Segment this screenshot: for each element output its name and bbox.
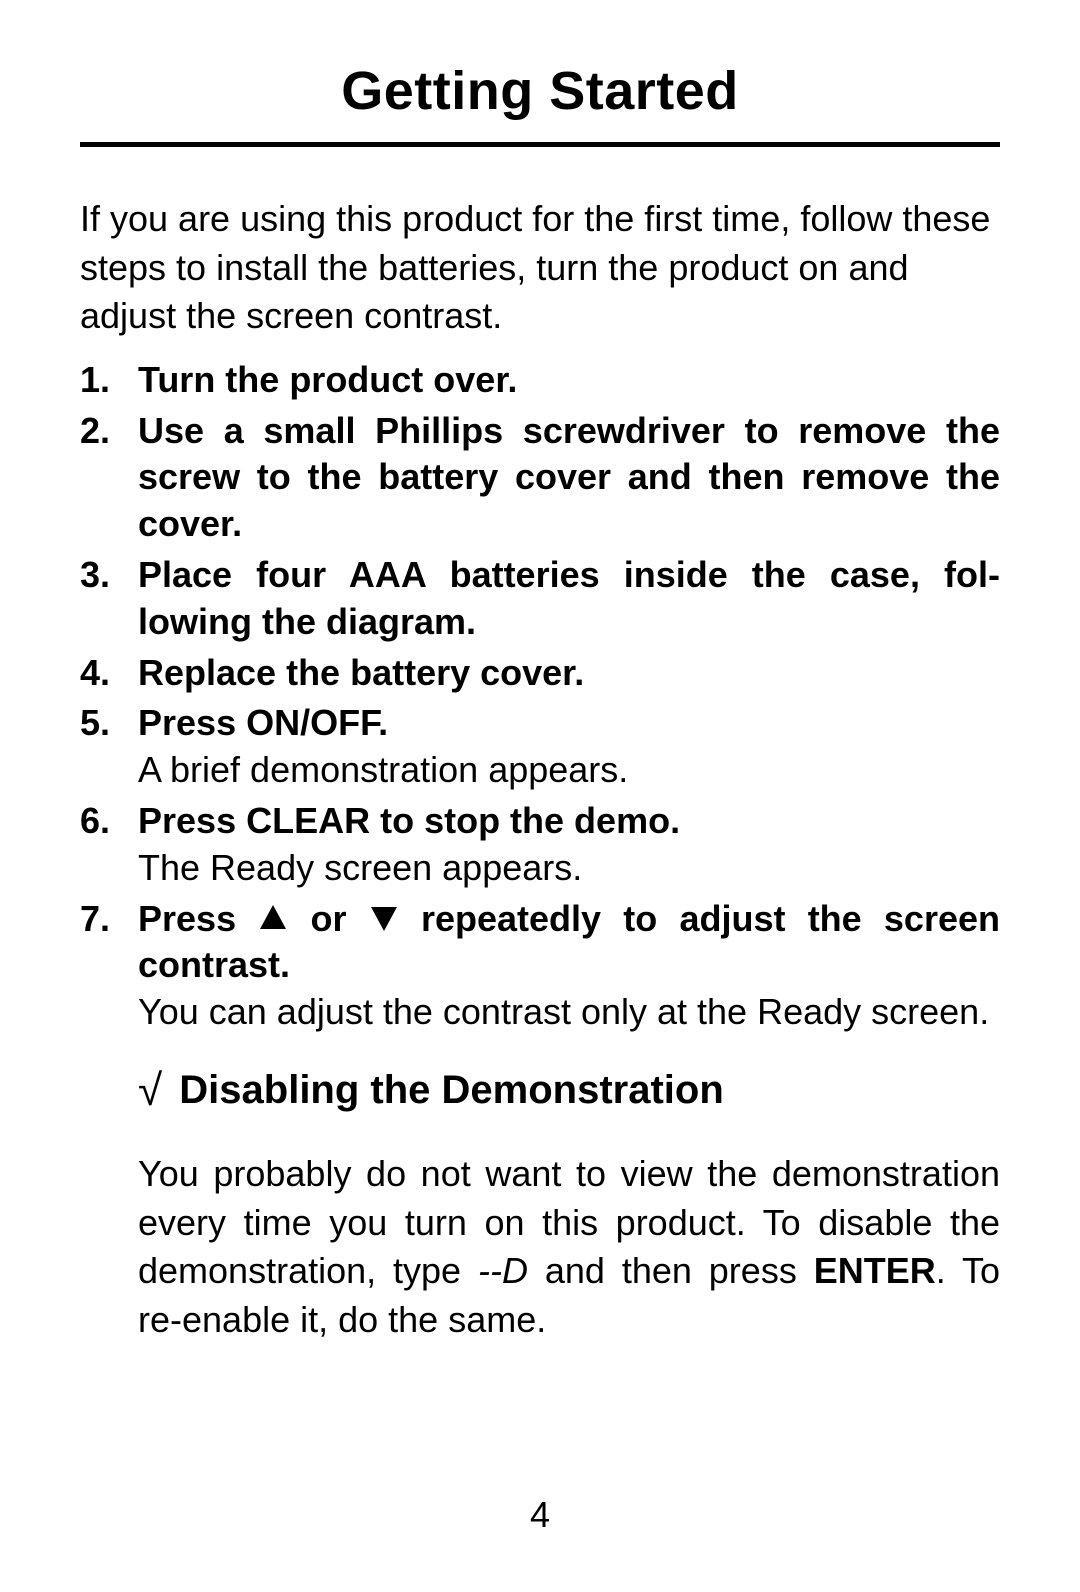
sub-body-italic: --D [478, 1250, 528, 1291]
intro-paragraph: If you are using this product for the fi… [80, 195, 1000, 341]
step-head-pre: Press [138, 898, 258, 939]
step-head: Press ON/OFF. [138, 702, 388, 743]
step-item: Press or repeatedly to adjust the screen… [80, 896, 1000, 1036]
step-head: Press or repeatedly to adjust the screen… [138, 898, 1000, 986]
step-note: The Ready screen appears. [138, 845, 1000, 892]
step-item: Place four AAA batteries inside the case… [80, 552, 1000, 646]
step-head-mid: or [288, 898, 368, 939]
step-note: A brief demonstration appears. [138, 747, 1000, 794]
step-head: Use a small Phillips screwdriver to remo… [138, 410, 1000, 545]
triangle-up-icon [258, 903, 288, 933]
step-head: Turn the product over. [138, 359, 517, 400]
step-note: You can adjust the contrast only at the … [138, 989, 1000, 1036]
subsection-body: You probably do not want to view the dem… [138, 1150, 1000, 1344]
triangle-down-icon [369, 903, 399, 933]
manual-page: Getting Started If you are using this pr… [0, 0, 1080, 1592]
title-rule [80, 142, 1000, 147]
subsection-title-text: Disabling the Demonstration [179, 1068, 724, 1112]
step-item: Replace the battery cover. [80, 650, 1000, 697]
step-item: Use a small Phillips screwdriver to remo… [80, 408, 1000, 548]
check-icon: √ [138, 1066, 162, 1116]
step-item: Press CLEAR to stop the demo. The Ready … [80, 798, 1000, 892]
subsection-title: √ Disabling the Demonstration [138, 1064, 1000, 1114]
step-head: Place four AAA batteries inside the case… [138, 554, 1000, 642]
page-number: 4 [0, 1494, 1080, 1536]
steps-list: Turn the product over. Use a small Phill… [80, 357, 1000, 1036]
sub-body-2: and then press [528, 1250, 814, 1291]
subsection: √ Disabling the Demonstration You probab… [80, 1064, 1000, 1344]
step-head: Replace the battery cover. [138, 652, 584, 693]
step-head: Press CLEAR to stop the demo. [138, 800, 680, 841]
step-item: Turn the product over. [80, 357, 1000, 404]
sub-body-bold: ENTER [814, 1250, 936, 1291]
page-title: Getting Started [80, 60, 1000, 122]
step-item: Press ON/OFF. A brief demonstration appe… [80, 700, 1000, 794]
